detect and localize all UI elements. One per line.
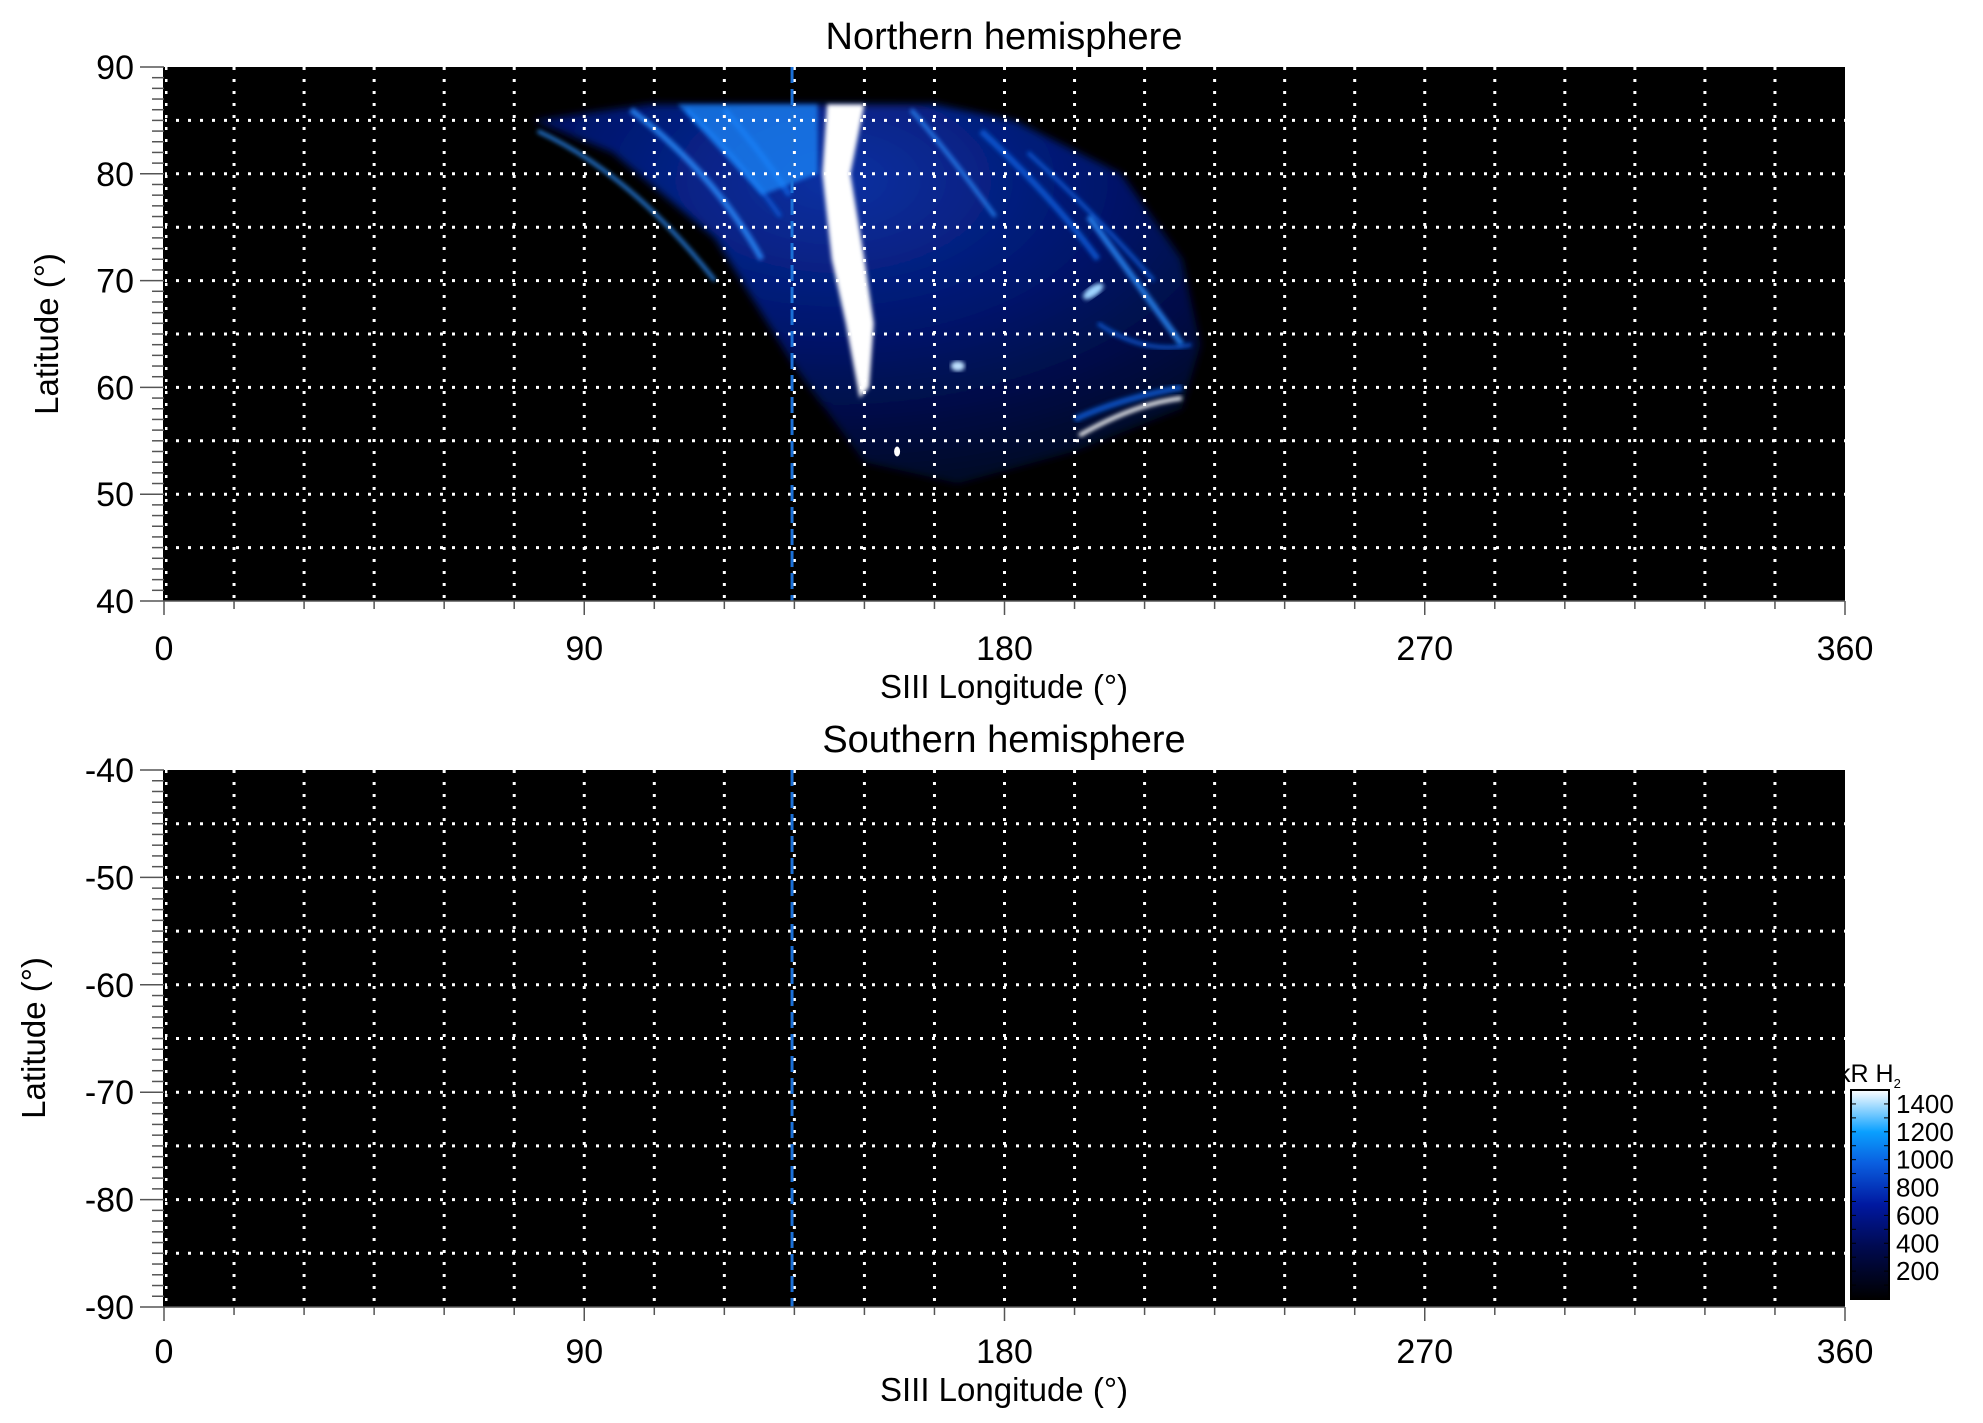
y-tick-label: -90 [85, 1289, 134, 1327]
north-title: Northern hemisphere [826, 16, 1183, 58]
emission-spot [894, 446, 901, 457]
north-ylabel: Latitude (°) [28, 253, 65, 415]
colorbar-tick-label: 800 [1896, 1173, 1939, 1203]
emission-arc [1078, 396, 1183, 438]
y-tick-label: 70 [96, 263, 134, 301]
emission-spot [1082, 283, 1104, 300]
north-aurora-emission [532, 104, 1201, 484]
y-tick-label: -60 [85, 967, 134, 1005]
x-tick-label: 180 [976, 630, 1033, 668]
emission-streak [979, 128, 1101, 261]
y-tick-label: 80 [96, 156, 134, 194]
colorbar-label: kR H2 [1838, 1060, 1901, 1091]
x-tick-label: 360 [1817, 1333, 1874, 1371]
y-tick-label: -50 [85, 859, 134, 897]
north-axes: 40 50 60 70 80 90 0 90 180 270 360 [96, 49, 1873, 668]
colorbar-tick-label: 200 [1896, 1256, 1939, 1286]
x-tick-label: 270 [1396, 630, 1453, 668]
colorbar-tick-label: 1200 [1896, 1117, 1954, 1147]
y-tick-label: -80 [85, 1182, 134, 1220]
panel-north: Northern hemisphere 40 50 60 70 80 90 0 90 180 27… [28, 16, 1873, 705]
x-tick-label: 90 [565, 630, 603, 668]
y-tick-label: 90 [96, 49, 134, 87]
x-tick-label: 0 [155, 630, 174, 668]
x-tick-label: 180 [976, 1333, 1033, 1371]
south-axes: -40 -50 -60 -70 -80 -90 0 90 180 270 360 [85, 752, 1874, 1371]
north-xlabel: SIII Longitude (°) [880, 668, 1128, 705]
emission-cap [677, 104, 818, 196]
north-grid [164, 67, 1845, 601]
colorbar-tick-label: 1400 [1896, 1089, 1954, 1119]
x-tick-label: 270 [1396, 1333, 1453, 1371]
colorbar-tick-label: 1000 [1896, 1145, 1954, 1175]
emission-streak [1026, 150, 1156, 282]
y-tick-label: 60 [96, 369, 134, 407]
x-tick-label: 360 [1817, 630, 1874, 668]
colorbar-tick-label: 600 [1896, 1200, 1939, 1230]
south-grid [164, 770, 1845, 1307]
x-tick-label: 0 [155, 1333, 174, 1371]
y-tick-label: 40 [96, 583, 134, 621]
emission-streak [1086, 214, 1185, 347]
colorbar-tick-label: 400 [1896, 1228, 1939, 1258]
x-tick-label: 90 [565, 1333, 603, 1371]
colorbar-gradient [1850, 1089, 1890, 1300]
panel-south: Southern hemisphere -40 -50 -60 -70 -80 -90 0 9… [15, 719, 1873, 1408]
emission-streak [909, 108, 997, 218]
emission-streak [536, 129, 717, 282]
emission-spot [950, 361, 965, 372]
y-tick-label: -70 [85, 1074, 134, 1112]
south-title: Southern hemisphere [822, 719, 1185, 761]
main-oval-band [822, 104, 874, 399]
south-ylabel: Latitude (°) [15, 957, 52, 1119]
south-xlabel: SIII Longitude (°) [880, 1371, 1128, 1408]
emission-streak [629, 107, 765, 261]
y-tick-label: -40 [85, 752, 134, 790]
emission-streak [1073, 384, 1183, 423]
y-tick-label: 50 [96, 476, 134, 514]
